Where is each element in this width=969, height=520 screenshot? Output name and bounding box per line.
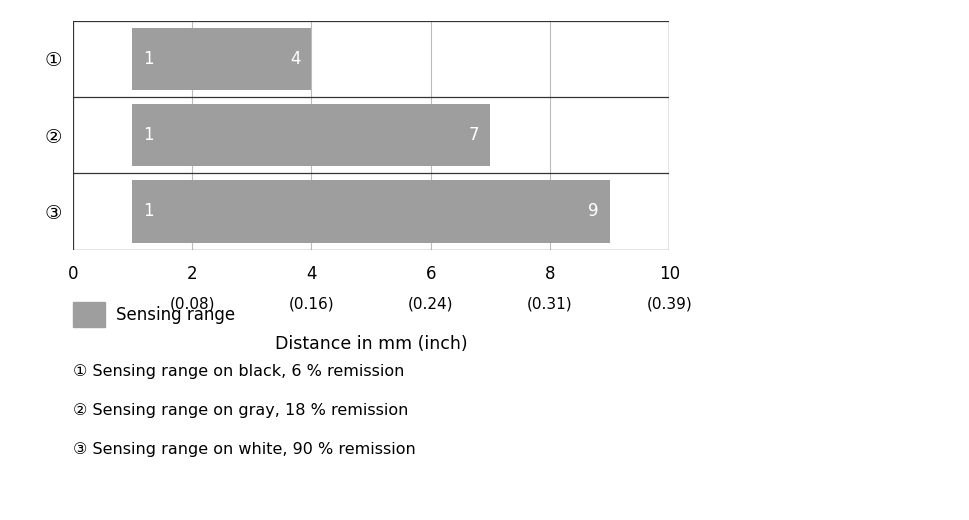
Bar [132, 180, 609, 243]
Bar [132, 28, 311, 90]
Text: ③ Sensing range on white, 90 % remission: ③ Sensing range on white, 90 % remission [73, 443, 415, 457]
Text: (0.16): (0.16) [288, 296, 334, 311]
Text: 9: 9 [588, 202, 598, 220]
Text: 0: 0 [68, 265, 78, 283]
Text: (0.31): (0.31) [526, 296, 573, 311]
Text: 2: 2 [187, 265, 197, 283]
Text: Distance in mm (inch): Distance in mm (inch) [274, 335, 467, 354]
Text: 10: 10 [658, 265, 679, 283]
Text: ② Sensing range on gray, 18 % remission: ② Sensing range on gray, 18 % remission [73, 404, 408, 418]
Text: 1: 1 [143, 50, 154, 68]
Text: ① Sensing range on black, 6 % remission: ① Sensing range on black, 6 % remission [73, 365, 404, 379]
Text: (0.08): (0.08) [170, 296, 214, 311]
Text: 6: 6 [425, 265, 435, 283]
Text: 1: 1 [143, 126, 154, 144]
Text: 8: 8 [545, 265, 554, 283]
Text: (0.39): (0.39) [645, 296, 692, 311]
Text: 4: 4 [306, 265, 316, 283]
Text: 4: 4 [290, 50, 300, 68]
Text: 1: 1 [143, 202, 154, 220]
Text: 7: 7 [469, 126, 479, 144]
Text: Sensing range: Sensing range [116, 306, 235, 323]
Bar [132, 104, 489, 166]
Text: (0.24): (0.24) [408, 296, 453, 311]
